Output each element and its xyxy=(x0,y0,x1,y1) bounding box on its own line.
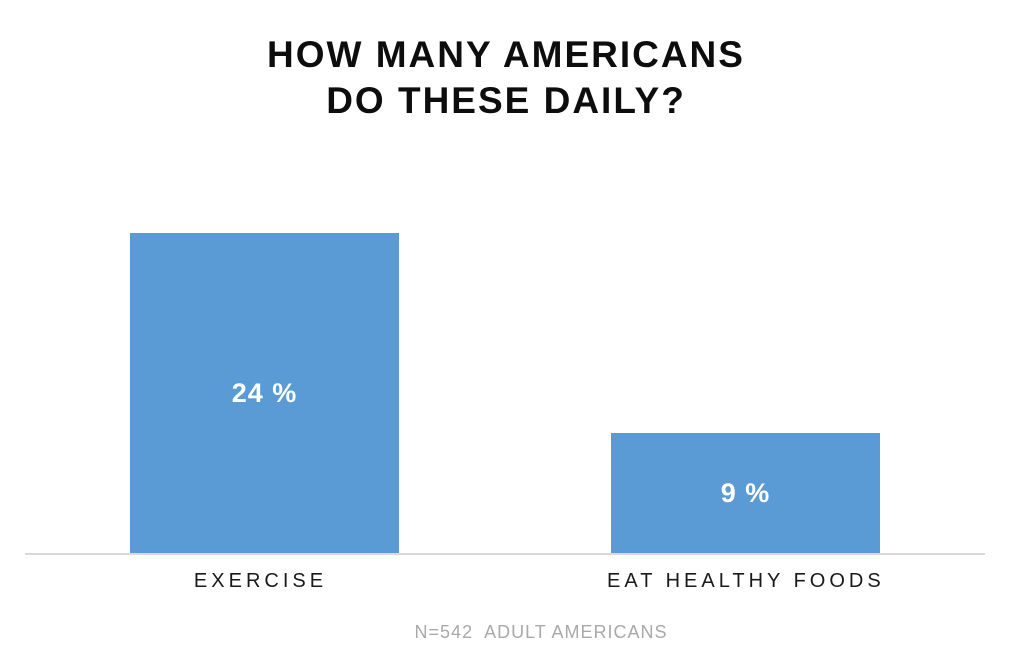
bar-exercise: 24 % xyxy=(130,233,399,553)
chart-title: HOW MANY AMERICANS DO THESE DAILY? xyxy=(0,32,1012,124)
bar-value-label-exercise: 24 % xyxy=(231,377,298,408)
chart-title-line1: HOW MANY AMERICANS xyxy=(267,34,745,75)
category-label-eat-healthy-foods: EAT HEALTHY FOODS xyxy=(607,570,885,592)
plot-area: 24 % 9 % xyxy=(25,153,985,555)
chart-title-line2: DO THESE DAILY? xyxy=(326,80,686,121)
category-label-exercise: EXERCISE xyxy=(193,570,328,592)
sample-size-footnote: N=542 ADULT AMERICANS xyxy=(414,622,668,642)
bar-eat-healthy-foods: 9 % xyxy=(611,433,880,553)
x-axis-line xyxy=(25,553,985,555)
bar-value-label-eat-healthy-foods: 9 % xyxy=(720,477,771,508)
